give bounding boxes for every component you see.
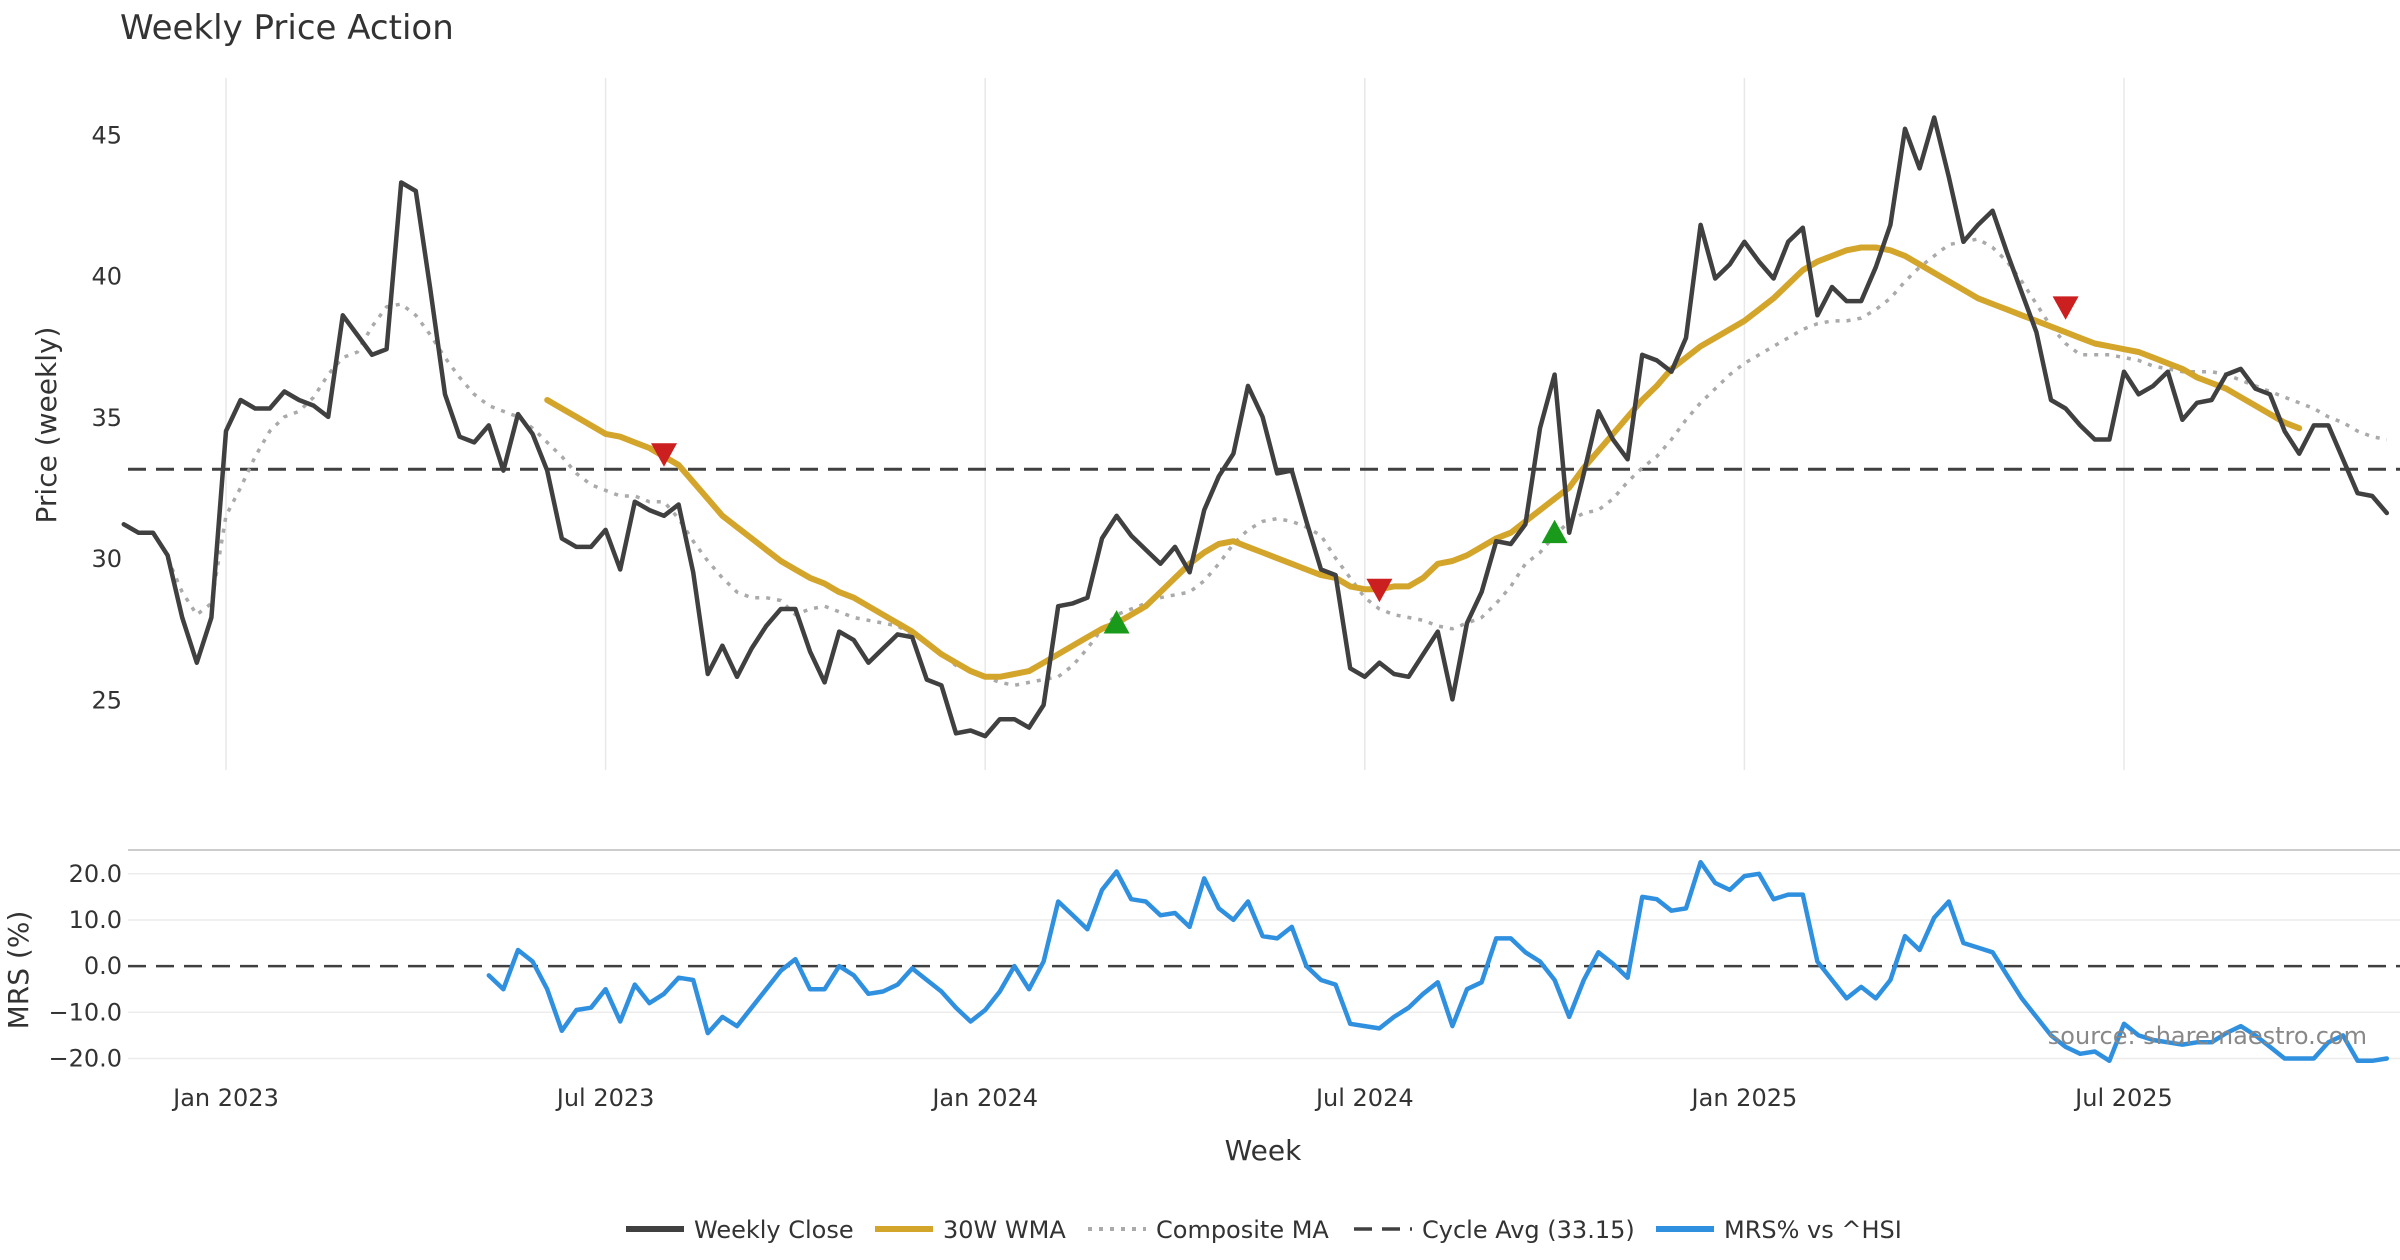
price-panel-gridlines: [225, 78, 2125, 770]
source-note: source: sharemaestro.com: [2048, 1022, 2367, 1050]
legend-label: Composite MA: [1156, 1216, 1329, 1244]
x-tick-label: Jul 2025: [2073, 1084, 2173, 1112]
mrs-y-tick-label: 10.0: [69, 906, 122, 934]
legend: Weekly Close 30W WMA Composite MA Cycle Avg…: [626, 1216, 1902, 1244]
signal-marker-up: [1103, 610, 1130, 634]
x-tick-label: Jul 2024: [1314, 1084, 1414, 1112]
price-y-axis-title: Price (weekly): [30, 327, 63, 524]
legend-label: Cycle Avg (33.15): [1422, 1216, 1635, 1244]
signal-markers: [651, 296, 2079, 634]
price-y-tick-label: 40: [91, 263, 122, 291]
x-axis: Jan 2023 Jul 2023 Jan 2024 Jul 2024 Jan 2025…: [171, 1084, 2173, 1112]
x-tick-label: Jan 2023: [171, 1084, 279, 1112]
series-line-mrs-vs-hsi: [486, 859, 2390, 1064]
mrs-y-tick-label: −20.0: [48, 1044, 122, 1072]
chart-title: Weekly Price Action: [120, 8, 454, 48]
signal-marker-down: [651, 443, 677, 467]
mrs-panel-gridlines: [128, 873, 2400, 1060]
x-tick-label: Jan 2025: [1690, 1084, 1798, 1112]
price-y-tick-label: 45: [91, 121, 122, 149]
signal-marker-up: [1541, 519, 1568, 544]
mrs-y-tick-label: 0.0: [84, 952, 122, 980]
series-layer: [121, 115, 2390, 1064]
x-axis-title: Week: [1225, 1134, 1302, 1167]
price-y-tick-label: 35: [91, 404, 122, 432]
signal-marker-down: [2052, 296, 2079, 320]
mrs-y-axis: −20.0 −10.0 0.0 10.0 20.0: [48, 860, 122, 1073]
mrs-y-tick-label: 20.0: [69, 860, 122, 888]
series-line-30w-wma: [544, 244, 2303, 680]
signal-marker-down: [1366, 578, 1393, 603]
x-tick-label: Jan 2024: [930, 1084, 1038, 1112]
mrs-y-axis-title: MRS (%): [2, 911, 35, 1030]
legend-label: MRS% vs ^HSI: [1724, 1216, 1902, 1244]
price-y-axis: 25 30 35 40 45: [91, 121, 122, 714]
price-y-tick-label: 30: [91, 545, 122, 573]
x-tick-label: Jul 2023: [555, 1084, 655, 1112]
legend-label: 30W WMA: [943, 1216, 1066, 1244]
legend-label: Weekly Close: [694, 1216, 854, 1244]
price-y-tick-label: 25: [91, 686, 122, 714]
series-line-weekly-close: [121, 115, 2390, 739]
mrs-y-tick-label: −10.0: [48, 998, 122, 1026]
